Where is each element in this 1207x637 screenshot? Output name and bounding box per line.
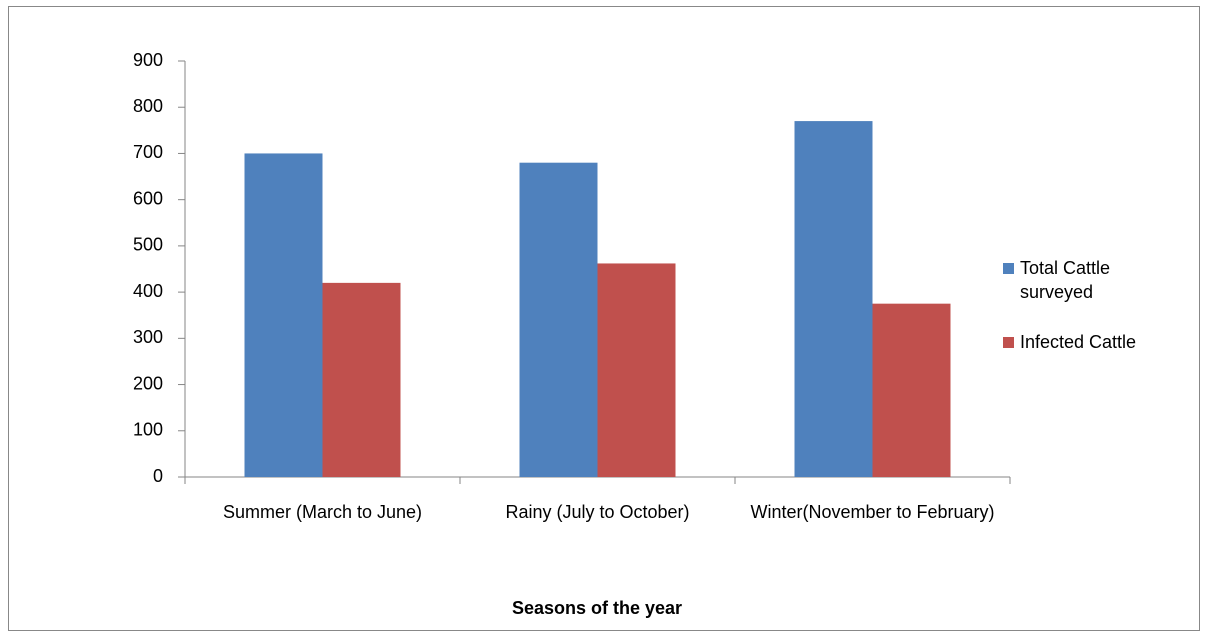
legend-swatch [1003, 337, 1014, 348]
x-tick-label-box: Rainy (July to October) [505, 502, 690, 522]
legend-label: Infected Cattle [1020, 332, 1137, 352]
x-axis-title: Seasons of the year [512, 598, 682, 618]
y-tick-label: 400 [133, 281, 163, 301]
y-tick-label: 900 [133, 50, 163, 70]
y-tick-label: 700 [133, 142, 163, 162]
y-tick-label: 600 [133, 188, 163, 208]
bar [322, 282, 401, 477]
bar [519, 162, 598, 477]
bar [244, 153, 323, 477]
y-tick-label: 500 [133, 235, 163, 255]
x-tick-label: Winter(November to February) [750, 502, 995, 522]
x-tick-label: Summer (March to June) [222, 502, 423, 522]
y-tick-label: 200 [133, 373, 163, 393]
bar [597, 263, 676, 477]
x-tick-label: Rainy (July to October) [505, 502, 690, 522]
bar [794, 121, 873, 477]
y-tick-label: 100 [133, 420, 163, 440]
legend-row: Infected Cattle [1003, 330, 1198, 354]
legend-row: Total Cattle surveyed [1003, 256, 1198, 304]
legend-label: Total Cattle surveyed [1020, 258, 1111, 302]
x-tick-label-box: Summer (March to June) [222, 502, 423, 522]
bar [872, 303, 951, 477]
y-tick-label: 300 [133, 327, 163, 347]
x-tick-label-box: Winter(November to February) [750, 502, 995, 522]
y-tick-label: 800 [133, 96, 163, 116]
legend-swatch [1003, 263, 1014, 274]
y-tick-label: 0 [153, 466, 163, 486]
legend-item: Total Cattle surveyed [1003, 256, 1198, 304]
legend-item: Infected Cattle [1003, 330, 1198, 354]
